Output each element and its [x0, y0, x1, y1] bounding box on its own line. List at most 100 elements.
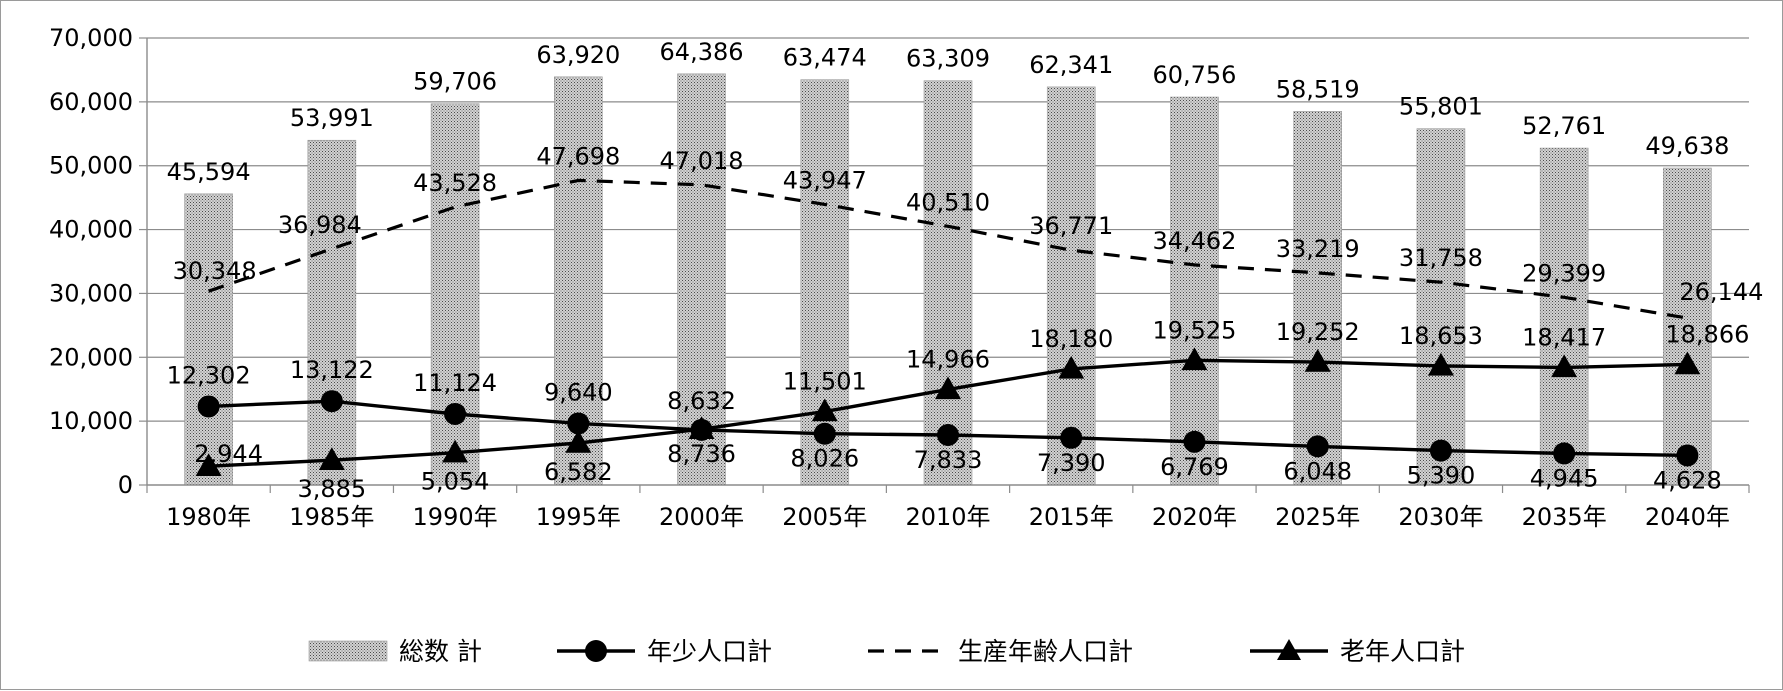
bar-data-label: 64,386	[660, 38, 744, 66]
elderly-data-label: 18,180	[1029, 325, 1113, 353]
elderly-data-label: 18,653	[1399, 322, 1483, 350]
working-data-label: 40,510	[906, 188, 990, 216]
working-data-label: 33,219	[1276, 235, 1360, 263]
point-triangle	[1551, 354, 1578, 378]
bar-data-label: 62,341	[1029, 51, 1113, 79]
bar-data-label: 45,594	[167, 158, 251, 186]
bar-data-label: 63,920	[536, 41, 620, 69]
elderly-data-label: 19,252	[1276, 318, 1360, 346]
x-tick-label: 2035年	[1522, 503, 1607, 531]
point-triangle	[1181, 347, 1208, 371]
series-line-2	[208, 178, 1688, 320]
bar	[430, 103, 480, 486]
point-circle	[320, 390, 343, 413]
y-tick-label: 20,000	[49, 343, 133, 371]
working-data-label: 31,758	[1399, 244, 1483, 272]
working-data-label: 36,771	[1029, 212, 1113, 240]
point-circle	[197, 395, 220, 418]
legend-label: 総数 計	[399, 637, 482, 666]
point-triangle	[442, 439, 469, 463]
point-triangle	[195, 453, 222, 476]
youth-data-label: 4,945	[1530, 464, 1599, 492]
youth-data-label: 5,390	[1407, 462, 1476, 490]
elderly-data-label: 11,501	[783, 368, 867, 396]
elderly-data-label: 8,736	[667, 440, 736, 468]
x-tick-label: 2020年	[1152, 503, 1237, 531]
working-data-label: 30,348	[173, 257, 257, 285]
x-tick-label: 2010年	[905, 503, 990, 531]
bar	[1046, 86, 1096, 486]
point-circle	[1676, 444, 1699, 467]
elderly-data-label: 2,944	[194, 440, 263, 468]
youth-data-label: 4,628	[1653, 466, 1722, 494]
y-tick-label: 70,000	[49, 24, 133, 52]
y-tick-label: 0	[118, 471, 133, 499]
bar	[307, 139, 357, 486]
x-tick-label: 2040年	[1645, 503, 1730, 531]
point-circle	[1553, 442, 1576, 465]
point-circle	[1060, 426, 1083, 449]
point-circle	[1429, 439, 1452, 462]
point-circle	[1183, 430, 1206, 453]
bar	[923, 80, 973, 486]
bar-data-label: 60,756	[1152, 61, 1236, 89]
bar-data-label: 63,474	[783, 44, 867, 72]
elderly-data-label: 5,054	[421, 468, 490, 496]
working-data-label: 34,462	[1152, 227, 1236, 255]
point-triangle	[1427, 352, 1454, 376]
youth-data-label: 12,302	[167, 361, 251, 389]
x-tick-label: 1985年	[289, 503, 374, 531]
elderly-data-label: 14,966	[906, 345, 990, 373]
youth-data-label: 11,124	[413, 369, 497, 397]
youth-data-label: 8,026	[790, 445, 859, 473]
y-tick-label: 60,000	[49, 88, 133, 116]
x-tick-label: 2000年	[659, 503, 744, 531]
elderly-data-label: 19,525	[1152, 316, 1236, 344]
point-triangle	[811, 398, 838, 422]
data-labels: 45,594 53,991 59,706 63,920 64,386 63,474 63,3…	[167, 38, 1764, 503]
working-data-label: 26,144	[1679, 278, 1763, 306]
point-triangle	[1304, 349, 1331, 372]
x-tick-label: 1980年	[166, 503, 251, 531]
point-triangle	[1674, 351, 1701, 375]
point-triangle	[935, 376, 961, 400]
point-circle	[567, 412, 590, 435]
youth-data-label: 7,833	[914, 446, 983, 474]
elderly-data-label: 18,417	[1522, 323, 1606, 351]
point-circle	[444, 402, 467, 425]
y-tick-label: 40,000	[49, 216, 133, 244]
legend-circle-marker	[585, 640, 607, 662]
youth-data-label: 6,769	[1160, 453, 1229, 481]
bar	[1663, 167, 1712, 486]
x-tick-label: 1990年	[413, 503, 498, 531]
bar-series	[184, 73, 1712, 486]
working-data-label: 29,399	[1522, 259, 1606, 287]
bar-data-label: 59,706	[413, 68, 497, 96]
x-tick-label: 2015年	[1029, 503, 1114, 531]
bar-data-label: 58,519	[1276, 75, 1360, 103]
legend-bar-swatch	[308, 640, 388, 662]
axes: 0 10,000 20,000 30,000 40,000 50,000 60,000 70,…	[49, 24, 1750, 531]
elderly-data-label: 18,866	[1665, 321, 1749, 349]
y-tick-label: 10,000	[49, 407, 133, 435]
point-triangle	[318, 447, 345, 470]
working-data-label: 47,698	[536, 142, 620, 170]
bar-data-label: 53,991	[290, 104, 374, 132]
bar	[1170, 96, 1219, 486]
elderly-data-label: 6,582	[544, 458, 613, 486]
bar	[1416, 128, 1466, 486]
legend-triangle-marker	[1277, 639, 1301, 660]
bar	[1539, 147, 1589, 486]
legend-label: 老年人口計	[1340, 637, 1465, 666]
x-tick-label: 1995年	[536, 503, 621, 531]
legend-label: 年少人口計	[647, 637, 772, 666]
youth-data-label: 9,640	[544, 378, 613, 406]
bar-data-label: 63,309	[906, 45, 990, 73]
point-circle	[937, 423, 959, 446]
legend-label: 生産年齢人口計	[958, 637, 1133, 666]
bar-data-label: 55,801	[1399, 93, 1483, 121]
legend: 総数 計 年少人口計 生産年齢人口計 老年人口計	[308, 637, 1465, 666]
working-data-label: 47,018	[660, 147, 744, 175]
youth-data-label: 7,390	[1037, 449, 1106, 477]
